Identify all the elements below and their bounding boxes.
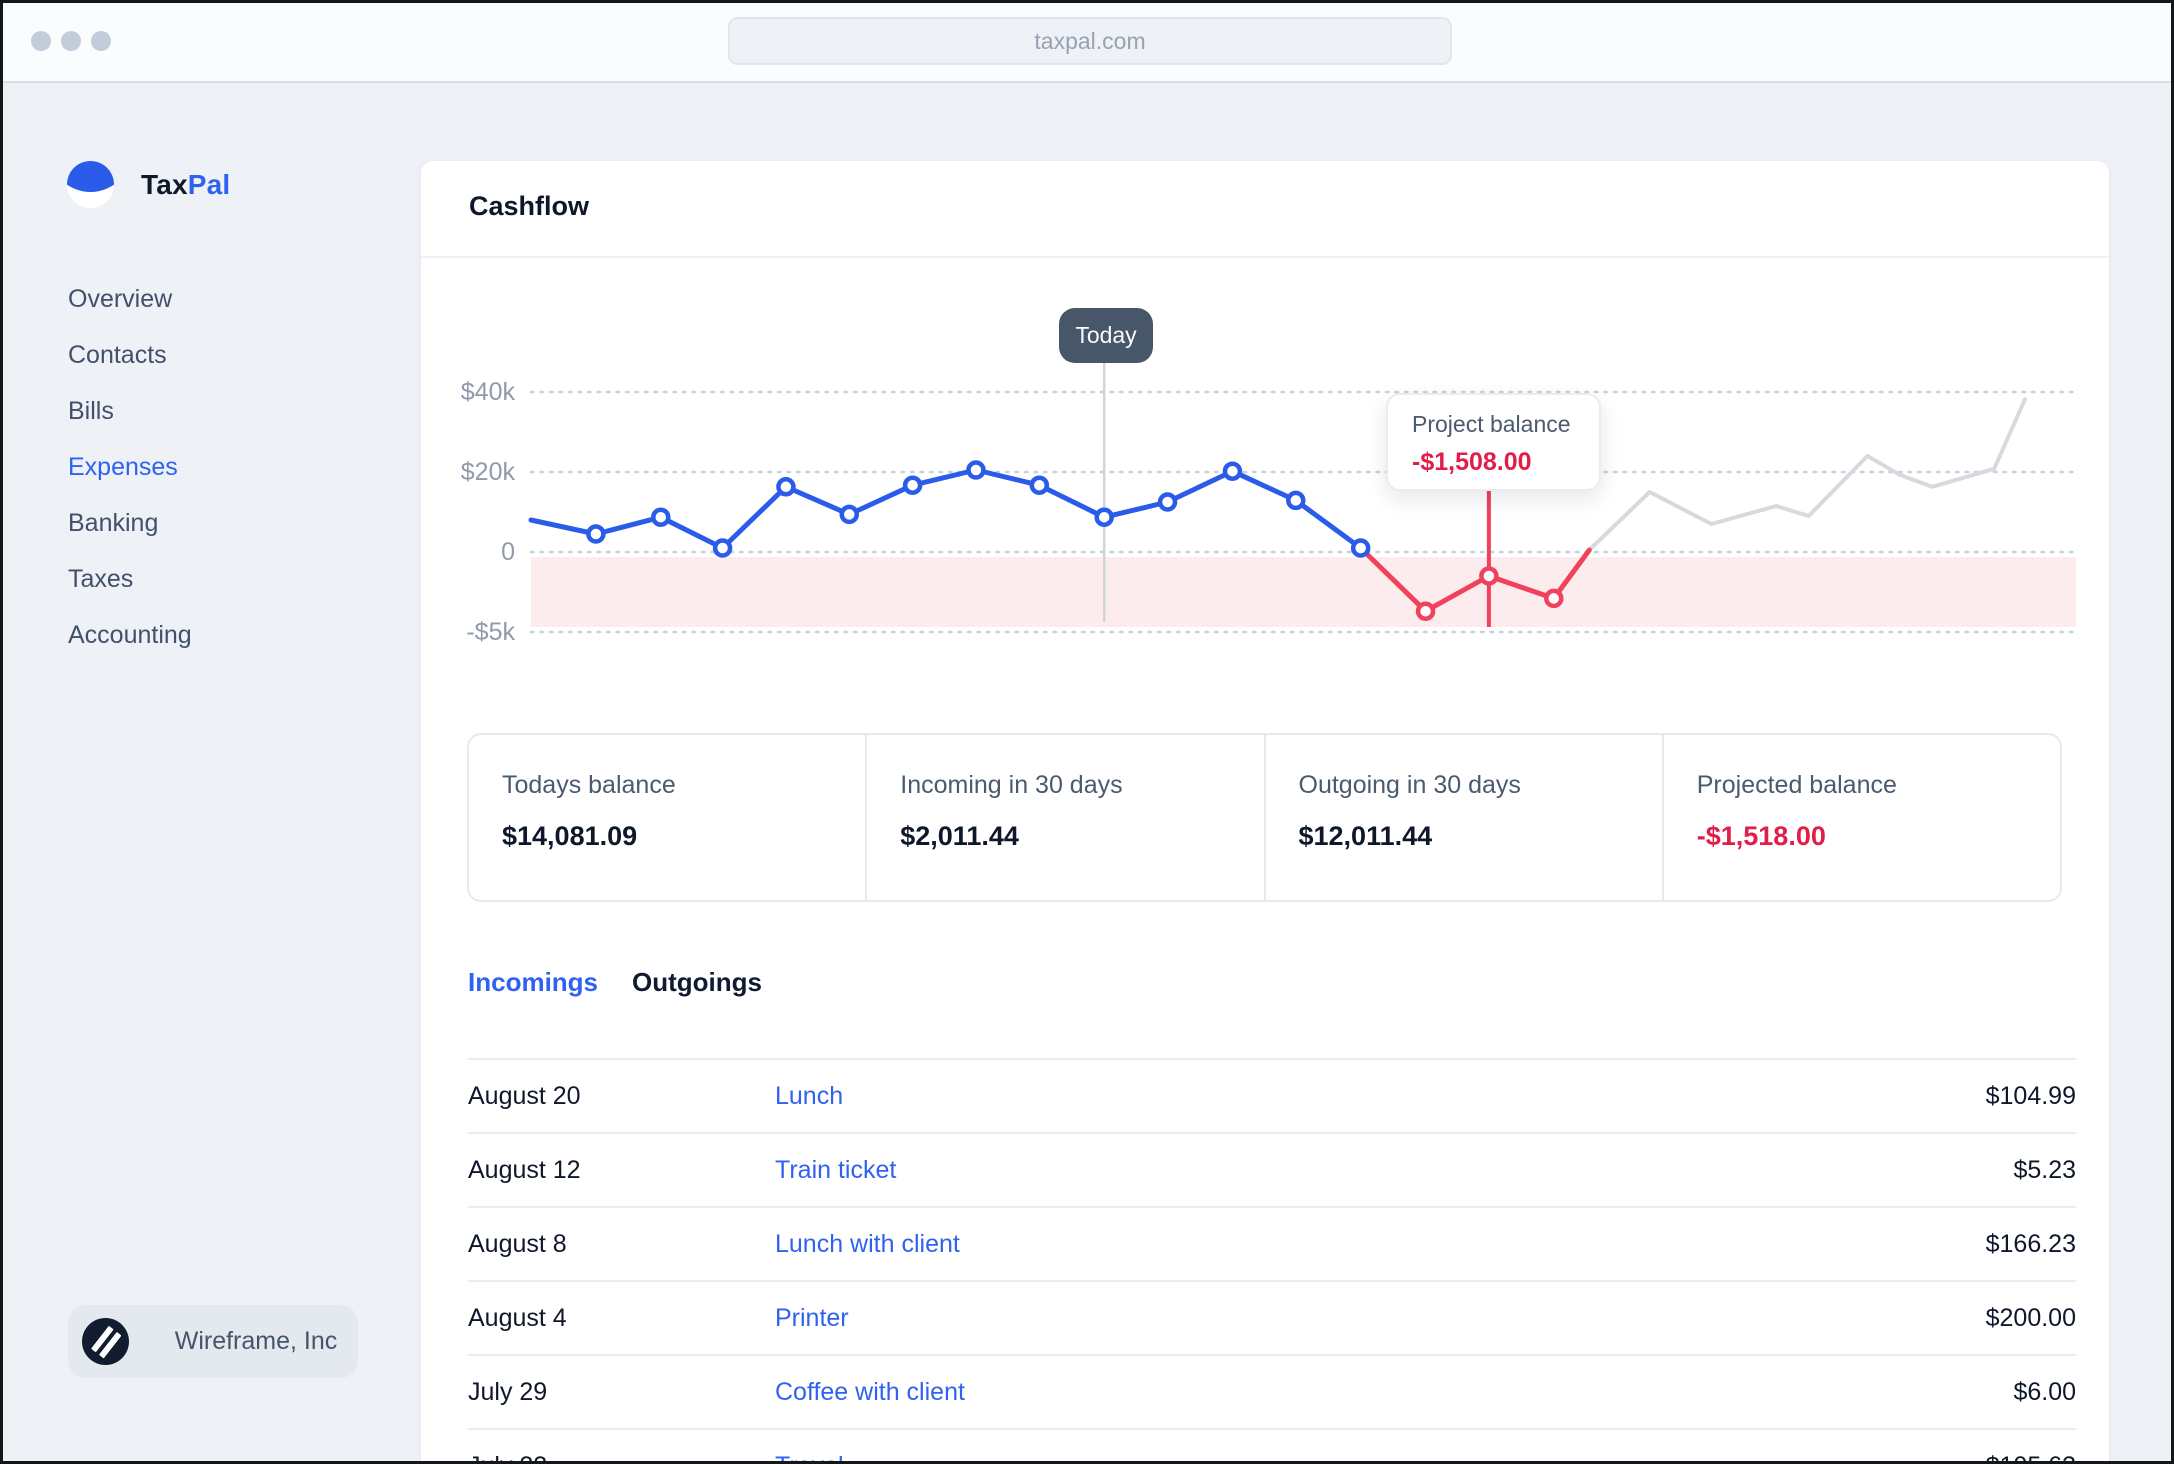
data-point-marker [1029,475,1050,495]
series-actual-balance [528,467,1364,551]
stat-label: Incoming in 30 days [900,771,1123,799]
brand[interactable]: TaxPal [67,161,230,208]
card-header: Cashflow [421,161,2109,258]
stat-label: Todays balance [502,771,676,799]
transaction-date: August 8 [468,1229,567,1258]
data-point-marker [1479,566,1499,586]
window-dot-icon [31,31,51,51]
stat-value: -$1,518.00 [1696,821,1826,851]
url-bar[interactable]: taxpal.com [728,17,1452,65]
transaction-amount: $104.99 [1985,1081,2076,1110]
data-point-marker [1544,588,1564,609]
window-dot-icon [61,31,81,51]
stat-value: $14,081.09 [502,821,638,851]
stat-label: Outgoing in 30 days [1298,771,1521,799]
sidebar-item-bills[interactable]: Bills [68,397,114,425]
data-point-marker [776,477,796,497]
table-row: August 8 Lunch with client $166.23 [468,1206,2076,1280]
transaction-link[interactable]: Coffee with client [775,1377,965,1406]
sidebar-item-contacts[interactable]: Contacts [68,341,167,369]
sidebar-item-banking[interactable]: Banking [68,509,159,537]
sidebar-item-taxes[interactable]: Taxes [68,565,134,593]
stat-todays-balance: Todays balance $14,081.09 [469,735,865,900]
sidebar-item-expenses[interactable]: Expenses [68,453,178,481]
transaction-amount: $105.63 [1716,1452,2076,1462]
transaction-link[interactable]: Lunch with client [775,1229,960,1258]
transaction-date: August 4 [468,1303,567,1332]
stat-value: $2,011.44 [900,821,1019,851]
transaction-tabs: Incomings Outgoings [468,967,762,998]
transaction-link[interactable]: Travel [775,1452,1716,1462]
transaction-date: July 29 [468,1377,548,1406]
data-point-marker [1094,507,1114,527]
window-controls [31,31,111,51]
stat-incoming-in-30-days: Incoming in 30 days $2,011.44 [865,735,1263,900]
main-card: Cashflow Today Project balance -$1,508.0… [421,161,2109,1462]
table-row: July 22Travel$105.63 [468,1428,2076,1462]
transaction-link[interactable]: Train ticket [775,1155,897,1184]
y-axis-tick: $20k [460,458,515,486]
transactions-table: August 20 Lunch $104.99 August 12 Train tick… [468,1058,2076,1462]
transaction-link[interactable]: Lunch [775,1081,844,1110]
tooltip-value: -$1,508.00 [1412,448,1532,476]
tooltip-title: Project balance [1412,411,1571,437]
transaction-amount: $166.23 [1985,1229,2076,1258]
data-point-marker [1222,461,1243,481]
data-point-marker [1286,490,1306,511]
transaction-date: July 22 [468,1452,775,1462]
table-row: August 20 Lunch $104.99 [468,1058,2076,1132]
tab-outgoings[interactable]: Outgoings [632,967,762,997]
data-point-marker [1415,601,1436,621]
sidebar-item-overview[interactable]: Overview [68,285,173,313]
stat-label: Projected balance [1696,771,1897,799]
data-point-marker [1157,492,1178,512]
app-body: TaxPal Overview Contacts Bills Expenses Bank… [3,85,2171,1461]
table-row: August 12 Train ticket $5.23 [468,1132,2076,1206]
table-row: August 4 Printer $200.00 [468,1280,2076,1354]
browser-chrome: taxpal.com [3,3,2171,83]
y-axis-tick: 0 [501,538,515,566]
org-name: Wireframe, Inc [174,1327,338,1355]
transaction-amount: $200.00 [1985,1303,2076,1332]
cashflow-chart: Today Project balance -$1,508.00 $40k $20… [421,258,2109,733]
org-switcher[interactable]: Wireframe, Inc [68,1305,358,1378]
transaction-date: August 12 [468,1155,581,1184]
y-axis-tick: $40k [460,378,515,406]
data-point-marker [651,507,671,527]
transaction-amount: $5.23 [2013,1155,2076,1184]
page-title: Cashflow [469,191,590,221]
stats-card: Todays balance $14,081.09 Incoming in 30 d… [467,733,2062,902]
stat-projected-balance: Projected balance -$1,518.00 [1661,735,2060,900]
brand-wordmark: TaxPal [141,168,231,200]
stat-outgoing-in-30-days: Outgoing in 30 days $12,011.44 [1263,735,1662,900]
transaction-amount: $6.00 [2013,1377,2076,1406]
stat-value: $12,011.44 [1298,821,1433,851]
series-projected-recovery [1587,397,2028,552]
taxpal-logo-icon [67,161,114,208]
window-dot-icon [91,31,111,51]
table-row: July 29 Coffee with client $6.00 [468,1354,2076,1428]
sidebar: TaxPal Overview Contacts Bills Expenses Bank… [3,85,421,1461]
project-balance-tooltip: Project balance -$1,508.00 [1386,393,1601,491]
transaction-link[interactable]: Printer [775,1303,849,1332]
data-point-marker [966,460,986,480]
data-point-marker [1350,538,1371,558]
tab-incomings[interactable]: Incomings [468,967,599,997]
sidebar-nav: Overview Contacts Bills Expenses Banking Taxe… [68,271,192,663]
sidebar-item-accounting[interactable]: Accounting [68,621,192,649]
data-point-marker [839,504,860,525]
wireframe-avatar-icon [82,1318,129,1365]
today-tooltip: Today [1059,308,1153,363]
cashflow-chart-svg [528,361,2078,634]
y-axis-tick: -$5k [466,618,515,646]
data-point-marker [902,475,923,495]
data-point-marker [586,524,606,544]
negative-band [531,557,2076,627]
transaction-date: August 20 [468,1081,581,1110]
data-point-marker [712,538,733,558]
